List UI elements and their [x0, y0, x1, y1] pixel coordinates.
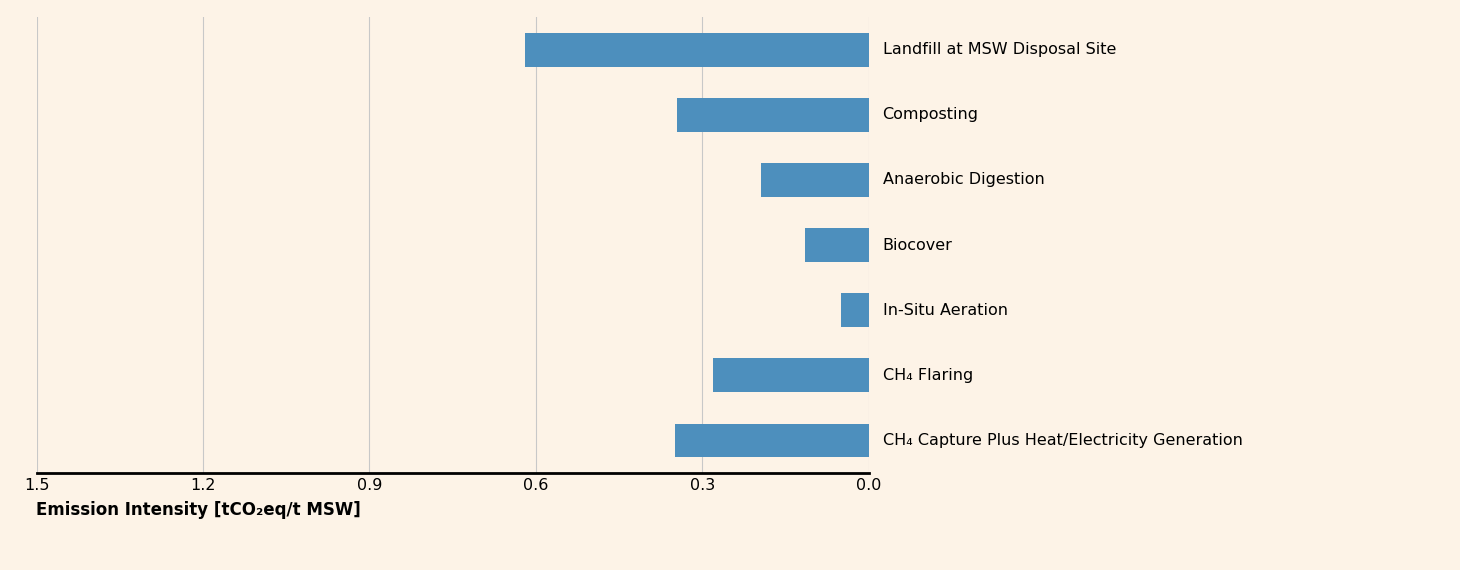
Bar	[841, 294, 869, 327]
X-axis label: Emission Intensity [tCO₂eq/t MSW]: Emission Intensity [tCO₂eq/t MSW]	[36, 501, 361, 519]
Bar	[675, 424, 869, 458]
Text: Biocover: Biocover	[883, 238, 952, 253]
Text: In-Situ Aeration: In-Situ Aeration	[883, 303, 1007, 317]
Bar	[524, 32, 869, 67]
Bar	[677, 98, 869, 132]
Text: CH₄ Flaring: CH₄ Flaring	[883, 368, 972, 383]
Bar	[804, 228, 869, 262]
Text: Composting: Composting	[883, 107, 978, 123]
Text: Landfill at MSW Disposal Site: Landfill at MSW Disposal Site	[883, 42, 1115, 57]
Bar	[761, 163, 869, 197]
Text: Anaerobic Digestion: Anaerobic Digestion	[883, 173, 1044, 188]
Text: CH₄ Capture Plus Heat/Electricity Generation: CH₄ Capture Plus Heat/Electricity Genera…	[883, 433, 1242, 448]
Bar	[714, 359, 869, 392]
